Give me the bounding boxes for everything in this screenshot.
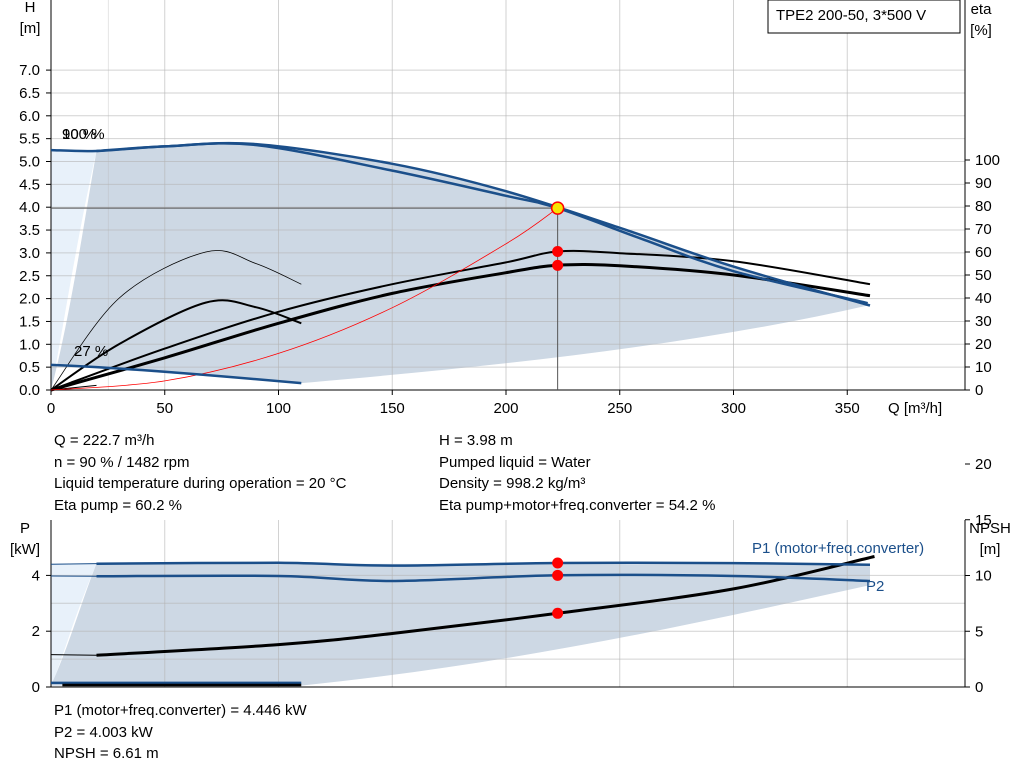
y-tick-label: 1.5	[19, 313, 40, 330]
x-tick-label: 0	[47, 400, 55, 417]
y-tick-label: 4.5	[19, 176, 40, 193]
y-tick-label: 2.5	[19, 268, 40, 285]
upper-operating-area	[51, 143, 870, 390]
op-point-npsh	[552, 607, 564, 619]
p1-series-label: P1 (motor+freq.converter)	[752, 540, 924, 557]
y-tick-label: 7.0	[19, 62, 40, 79]
qh-diagram: 0 50 100 150 200 250 300 3500.00.51.01.52.02.53…	[19, 0, 1000, 417]
p2-curve	[96, 573, 871, 583]
x-tick-label: 200	[493, 400, 518, 417]
y-tick-label: 0.5	[19, 359, 40, 376]
info-bottom: P1 (motor+freq.converter) = 4.446 kW P2 …	[54, 700, 307, 765]
lower-light-area	[51, 563, 97, 687]
op-point-eta-pump	[552, 246, 564, 258]
op-point-head	[550, 201, 565, 215]
x-tick-label: 250	[607, 400, 632, 417]
info-density: Density = 998.2 kg/m³	[439, 475, 586, 492]
y-tick-label: 5.0	[19, 154, 40, 171]
x-tick-label: 150	[380, 400, 405, 417]
op-point-p1	[552, 557, 564, 569]
y-tick-label: 2.0	[19, 291, 40, 308]
qh-curve-start	[50, 149, 97, 152]
npsh-tick-label: 15	[975, 512, 992, 529]
info-flow: Q = 222.7 m³/h	[54, 432, 155, 449]
y-tick-label: 0.0	[19, 382, 40, 399]
eta-total-curve	[50, 263, 871, 392]
info-left: Q = 222.7 m³/h n = 90 % / 1482 rpm Liqui…	[54, 430, 346, 516]
qh-curve-90	[96, 142, 868, 305]
chart-labels: H [m] eta [%] Q [m³/h] 100 % 90 % 27 % P…	[10, 0, 1011, 595]
info-liquid: Pumped liquid = Water	[439, 453, 591, 471]
y2-tick-label: 30	[975, 313, 992, 330]
y-tick-label: 3.0	[19, 245, 40, 262]
info-speed: n = 90 % / 1482 rpm	[54, 453, 190, 471]
info-npsh: NPSH = 6.61 m	[54, 745, 159, 762]
info-p1: P1 (motor+freq.converter) = 4.446 kW	[54, 702, 307, 719]
upper-y-unit: [m]	[20, 20, 41, 37]
npsh-curve	[96, 555, 875, 657]
x-tick-label: 300	[721, 400, 746, 417]
y2-tick-label: 10	[975, 359, 992, 376]
upper-y2-title: eta	[971, 1, 993, 18]
eta-pump-27-curve	[50, 299, 302, 391]
info-right: H = 3.98 m Pumped liquid = Water Density…	[439, 430, 715, 516]
y-tick-label: 6.0	[19, 108, 40, 125]
x-tick-label: 50	[156, 400, 173, 417]
lower-y2-title: NPSH	[969, 520, 1011, 537]
y2-tick-label: 20	[975, 336, 992, 353]
upper-light-area	[51, 150, 97, 390]
info-eta-total: Eta pump+motor+freq.converter = 54.2 %	[439, 496, 716, 514]
title-box-text: TPE2 200-50, 3*500 V	[776, 7, 926, 24]
npsh-start	[50, 654, 97, 656]
system-curve	[50, 207, 558, 391]
x-tick-label: 350	[835, 400, 860, 417]
y2-tick-label: 70	[975, 221, 992, 238]
y2-tick-label: 90	[975, 175, 992, 192]
op-point-eta-total	[552, 259, 564, 271]
y2-tick-label: 80	[975, 198, 992, 215]
speed-label-op: 90 %	[62, 126, 96, 143]
lower-y2-unit: [m]	[980, 541, 1001, 558]
lower-y-title: P	[20, 520, 30, 537]
y-tick-label: 4.0	[19, 199, 40, 216]
y-tick-label: 1.0	[19, 336, 40, 353]
p-tick-label: 0	[32, 679, 40, 696]
upper-y-title: H	[25, 0, 36, 16]
info-eta-pump: Eta pump = 60.2 %	[54, 496, 182, 514]
speed-label-min: 27 %	[74, 343, 108, 360]
npsh-tick-label: 10	[975, 568, 992, 585]
y2-tick-label: 40	[975, 290, 992, 307]
upper-y2-unit: [%]	[970, 22, 992, 39]
y2-tick-label: 100	[975, 152, 1000, 169]
npsh-tick-label: 20	[975, 456, 992, 473]
info-p2: P2 = 4.003 kW	[54, 723, 153, 741]
p-tick-label: 4	[32, 567, 40, 584]
title-box	[767, 0, 961, 34]
qh-curve-27	[50, 363, 302, 385]
y-tick-label: 6.5	[19, 85, 40, 102]
npsh-tick-label: 5	[975, 623, 983, 640]
y-tick-label: 5.5	[19, 131, 40, 148]
info-head: H = 3.98 m	[439, 432, 513, 449]
speed-label-max: 100 %	[62, 126, 105, 143]
x-tick-label: 100	[266, 400, 291, 417]
npsh-tick-label: 0	[975, 679, 983, 696]
lower-y-unit: [kW]	[10, 541, 40, 558]
p1-start	[50, 563, 97, 565]
op-point-p2	[552, 569, 564, 581]
eta-total-27-curve	[50, 250, 302, 391]
eta-pump-curve	[50, 249, 871, 391]
x-axis-label: Q [m³/h]	[888, 400, 942, 417]
y2-tick-label: 0	[975, 382, 983, 399]
p-tick-label: 2	[32, 623, 40, 640]
y2-tick-label: 60	[975, 244, 992, 261]
info-temperature: Liquid temperature during operation = 20…	[54, 475, 347, 492]
power-npsh-diagram: 0 2 4 0 5 10 15 20	[32, 456, 992, 696]
y-tick-label: 3.5	[19, 222, 40, 239]
y2-tick-label: 50	[975, 267, 992, 284]
p1-curve	[96, 561, 871, 567]
p2-series-label: P2	[866, 578, 884, 595]
